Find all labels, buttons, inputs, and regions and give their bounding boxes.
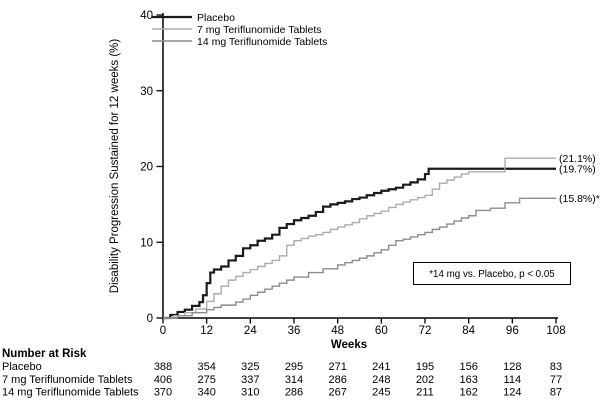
nar-value-row1-col4: 286 — [328, 374, 346, 386]
series-curves — [163, 157, 556, 320]
y-tick-label: 40 — [140, 10, 153, 22]
nar-value-row1-col7: 163 — [459, 374, 477, 386]
nar-value-row2-col7: 162 — [459, 387, 477, 399]
end-label-placebo: (19.7%) — [559, 164, 596, 176]
nar-value-row2-col6: 211 — [416, 387, 434, 399]
nar-value-row1-col6: 202 — [416, 374, 434, 386]
x-tick-label: 84 — [462, 325, 475, 337]
x-tick-label: 72 — [419, 325, 432, 337]
legend-label-7mg: 7 mg Teriflunomide Tablets — [197, 24, 322, 36]
curve-14mg — [163, 197, 556, 319]
nar-value-row2-col5: 245 — [372, 387, 390, 399]
y-axis-title: Disability Progression Sustained for 12 … — [109, 39, 121, 294]
y-tick-label: 0 — [147, 313, 153, 325]
nar-value-row2-col8: 124 — [503, 387, 521, 399]
x-tick-label: 24 — [244, 325, 257, 337]
nar-value-row2-col3: 286 — [285, 387, 303, 399]
nar-value-row1-col5: 248 — [372, 374, 390, 386]
nar-row-label-2: 14 mg Teriflunomide Tablets — [2, 387, 139, 399]
nar-value-row0-col7: 156 — [459, 361, 477, 373]
nar-value-row0-col8: 128 — [503, 361, 521, 373]
nar-value-row0-col4: 271 — [328, 361, 346, 373]
x-tick-label: 60 — [375, 325, 388, 337]
nar-value-row0-col6: 195 — [416, 361, 434, 373]
nar-value-row0-col2: 325 — [241, 361, 259, 373]
curve-end-labels: (19.7%)(21.1%) (15.8%)* — [559, 153, 600, 205]
y-tick-label: 10 — [140, 237, 153, 249]
significance-note-box — [413, 262, 571, 285]
nar-value-row0-col1: 354 — [197, 361, 215, 373]
x-axis-title: Weeks — [331, 339, 367, 351]
x-tick-label: 108 — [546, 325, 565, 337]
nar-row-label-1: 7 mg Teriflunomide Tablets — [2, 374, 133, 386]
y-tick-label: 30 — [140, 86, 153, 98]
y-axis-ticks: 0 10 20 30 40 — [140, 10, 163, 325]
nar-value-row1-col9: 77 — [550, 374, 562, 386]
x-tick-label: 36 — [288, 325, 301, 337]
end-label-7mg: (21.1%) — [559, 153, 596, 165]
nar-value-row0-col0: 388 — [154, 361, 172, 373]
end-label-14mg: (15.8%)* — [559, 193, 600, 205]
legend-label-14mg: 14 mg Teriflunomide Tablets — [197, 36, 327, 48]
nar-value-row0-col3: 295 — [285, 361, 303, 373]
nar-value-row2-col1: 340 — [197, 387, 215, 399]
significance-note: *14 mg vs. Placebo, p < 0.05 — [413, 262, 571, 285]
x-axis-ticks: 0 12 24 36 48 60 72 84 96 108 — [160, 318, 566, 337]
nar-value-row1-col8: 114 — [504, 374, 522, 386]
nar-value-row1-col1: 275 — [197, 374, 215, 386]
x-tick-label: 48 — [331, 325, 344, 337]
significance-note-text: *14 mg vs. Placebo, p < 0.05 — [429, 269, 555, 280]
y-axis-label: Disability Progression Sustained for 12 … — [109, 39, 121, 294]
nar-value-row2-col9: 87 — [550, 387, 562, 399]
x-tick-label: 12 — [200, 325, 213, 337]
nar-value-row1-col3: 314 — [285, 374, 303, 386]
x-tick-label: 0 — [160, 325, 166, 337]
curve-placebo — [163, 167, 556, 320]
x-tick-label: 96 — [506, 325, 519, 337]
nar-value-row1-col0: 406 — [154, 374, 172, 386]
x-axis-label: Weeks — [331, 339, 367, 351]
curve-7mg — [163, 157, 556, 319]
nar-value-row2-col4: 267 — [328, 387, 346, 399]
legend-label-placebo: Placebo — [197, 12, 235, 24]
nar-value-row1-col2: 337 — [241, 374, 259, 386]
nar-row-label-0: Placebo — [2, 361, 42, 373]
nar-value-row2-col0: 370 — [154, 387, 172, 399]
nar-value-row0-col9: 83 — [550, 361, 562, 373]
nar-value-row0-col5: 241 — [372, 361, 390, 373]
nar-value-row2-col2: 310 — [241, 387, 259, 399]
number-at-risk-title: Number at Risk — [2, 348, 87, 360]
y-tick-label: 20 — [140, 162, 153, 174]
